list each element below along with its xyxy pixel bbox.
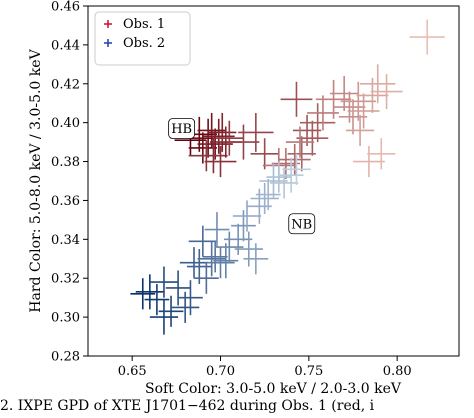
data-point-obs1 bbox=[353, 146, 385, 178]
data-point-obs1 bbox=[215, 120, 244, 156]
data-point-obs1 bbox=[280, 81, 313, 117]
y-tick-label: 0.44 bbox=[51, 38, 80, 53]
y-tick-label: 0.32 bbox=[51, 272, 80, 287]
x-tick-label: 0.75 bbox=[294, 364, 323, 379]
data-point-obs1 bbox=[409, 19, 445, 55]
data-point-obs2 bbox=[179, 247, 209, 279]
x-tick-label: 0.70 bbox=[206, 364, 235, 379]
data-point-obs2 bbox=[266, 161, 292, 193]
annotations: HB NB bbox=[168, 118, 316, 235]
data-point-obs2 bbox=[178, 280, 203, 316]
data-point-obs1 bbox=[271, 147, 300, 180]
data-point-obs2 bbox=[194, 262, 219, 294]
x-axis: 0.65 0.70 0.75 0.80 bbox=[118, 356, 412, 379]
data-point-obs2 bbox=[255, 179, 281, 211]
y-tick-label: 0.34 bbox=[51, 233, 80, 248]
data-point-obs2 bbox=[135, 274, 164, 310]
data-point-obs2 bbox=[130, 278, 156, 310]
data-point-obs2 bbox=[204, 212, 230, 248]
y-axis-label: Hard Color: 5.0-8.0 keV / 3.0-5.0 keV bbox=[28, 48, 44, 312]
data-point-obs1 bbox=[340, 81, 376, 121]
y-tick-label: 0.42 bbox=[51, 77, 80, 92]
data-point-obs2 bbox=[149, 299, 179, 335]
data-point-obs1 bbox=[197, 128, 233, 160]
y-tick-label: 0.36 bbox=[51, 194, 80, 209]
branch-annotation: HB bbox=[168, 118, 196, 139]
data-point-obs2 bbox=[243, 243, 269, 275]
y-tick-label: 0.40 bbox=[51, 116, 80, 131]
data-point-obs2 bbox=[269, 167, 299, 199]
data-point-obs1 bbox=[227, 124, 260, 160]
y-tick-label: 0.46 bbox=[51, 0, 80, 15]
chart: 0.65 0.70 0.75 0.80 0.28 0.30 0.32 0.34 0.36 0.3… bbox=[28, 0, 460, 397]
branch-annotation: NB bbox=[288, 213, 316, 235]
x-axis-label: Soft Color: 3.0-5.0 keV / 2.0-3.0 keV bbox=[145, 381, 402, 397]
annotation-box bbox=[288, 213, 316, 235]
annotation-box bbox=[168, 118, 196, 139]
data-point-obs1 bbox=[188, 140, 225, 172]
data-point-obs1 bbox=[238, 112, 274, 152]
annotation-label: NB bbox=[291, 217, 312, 232]
data-point-obs2 bbox=[282, 153, 311, 185]
data-point-obs2 bbox=[149, 266, 179, 298]
legend-label: Obs. 2 bbox=[123, 36, 165, 51]
data-point-obs2 bbox=[165, 270, 191, 306]
data-point-obs2 bbox=[158, 295, 184, 327]
legend: Obs. 1 Obs. 2 bbox=[94, 11, 191, 66]
y-axis: 0.28 0.30 0.32 0.34 0.36 0.38 0.40 0.42 0.44 0.46 bbox=[51, 0, 88, 365]
data-point-obs1 bbox=[367, 138, 396, 170]
x-tick-label: 0.65 bbox=[118, 364, 147, 379]
data-point-obs1 bbox=[338, 99, 368, 135]
figure-caption: 2. IXPE GPD of XTE J1701−462 during Obs.… bbox=[0, 398, 375, 414]
data-point-obs2 bbox=[234, 231, 263, 267]
data-point-obs2 bbox=[213, 243, 239, 279]
data-point-obs1 bbox=[330, 76, 359, 111]
data-point-obs1 bbox=[292, 114, 322, 146]
data-point-obs2 bbox=[259, 163, 288, 199]
data-point-obs1 bbox=[250, 138, 279, 170]
y-tick-label: 0.30 bbox=[51, 311, 80, 326]
data-point-obs1 bbox=[370, 74, 403, 110]
data-point-obs1 bbox=[360, 64, 396, 104]
data-point-obs1 bbox=[347, 93, 380, 129]
y-tick-label: 0.38 bbox=[51, 155, 80, 170]
data-point-obs2 bbox=[278, 157, 304, 193]
data-point-obs1 bbox=[208, 112, 237, 152]
data-point-obs2 bbox=[144, 284, 170, 316]
data-point-obs1 bbox=[345, 114, 375, 146]
data-point-obs1 bbox=[285, 126, 315, 158]
data-point-obs1 bbox=[315, 79, 352, 119]
data-point-obs1 bbox=[204, 146, 237, 178]
points-layer bbox=[130, 19, 445, 335]
y-tick-label: 0.28 bbox=[51, 350, 80, 365]
data-point-obs1 bbox=[300, 103, 336, 143]
legend-box bbox=[94, 11, 191, 66]
legend-label: Obs. 1 bbox=[123, 17, 165, 32]
annotation-label: HB bbox=[171, 122, 192, 137]
x-tick-label: 0.80 bbox=[383, 364, 412, 379]
